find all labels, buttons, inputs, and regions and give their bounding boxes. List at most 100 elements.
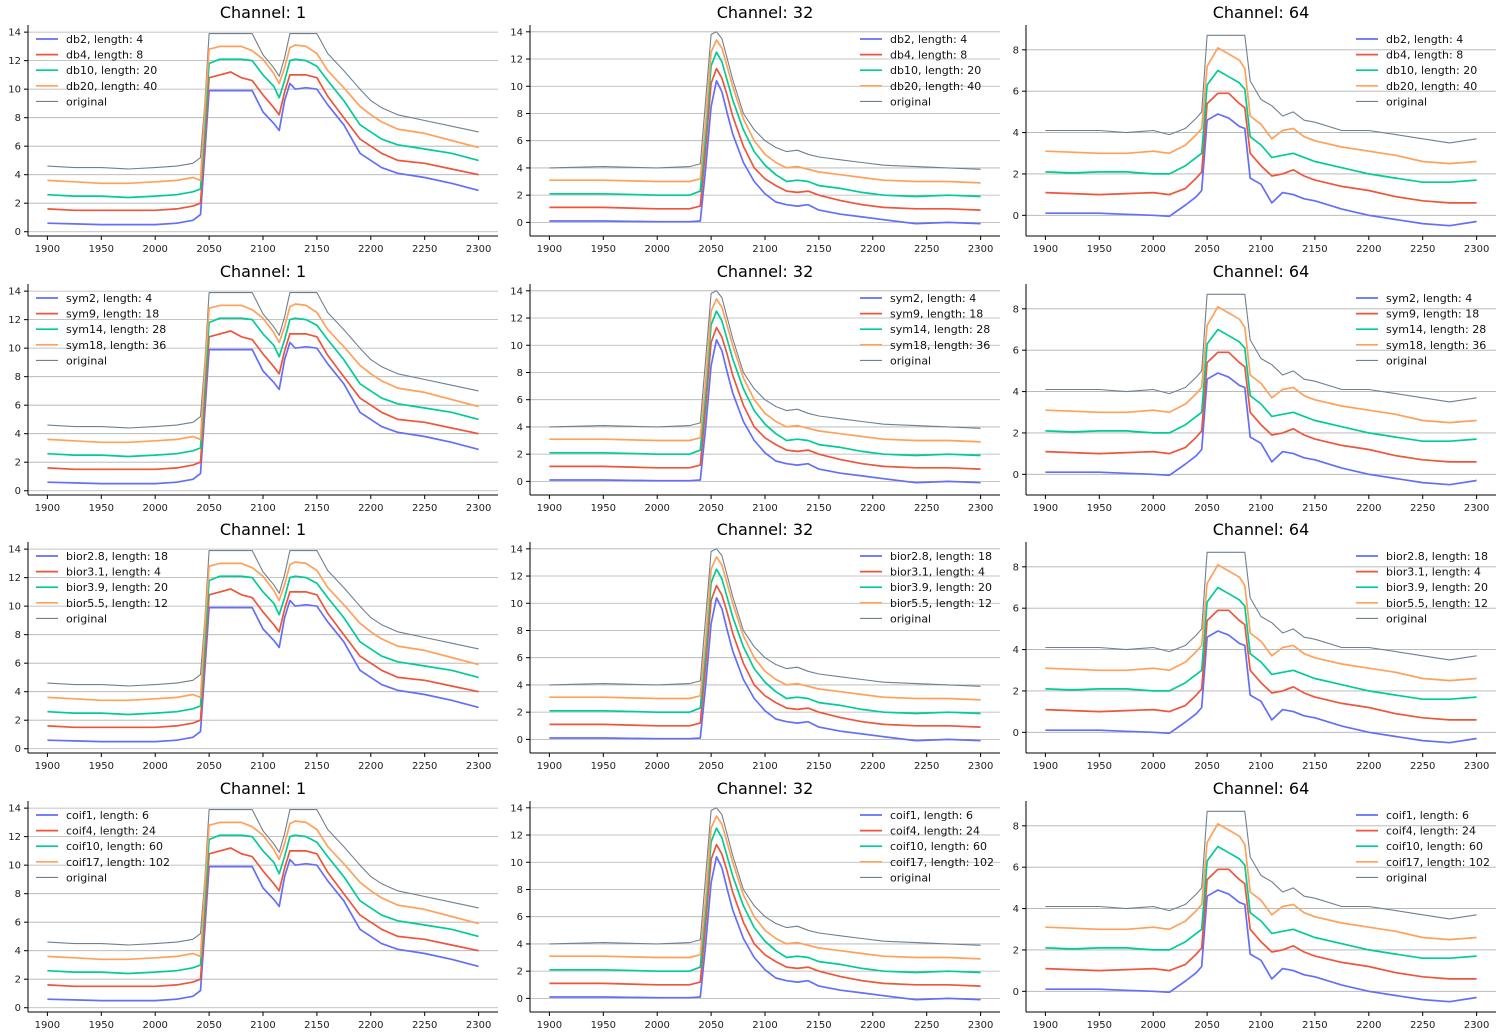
legend-label: sym14, length: 28 bbox=[1386, 323, 1486, 336]
x-tick-label: 2050 bbox=[698, 503, 723, 514]
x-tick-label: 2300 bbox=[466, 244, 491, 255]
x-tick-label: 2250 bbox=[412, 761, 437, 772]
x-tick-label: 2250 bbox=[1410, 761, 1435, 772]
x-tick-label: 1900 bbox=[35, 761, 60, 772]
chart-title: Channel: 1 bbox=[220, 3, 306, 22]
x-tick-label: 1950 bbox=[1087, 1020, 1112, 1031]
series-line-2 bbox=[1045, 351, 1477, 463]
chart-panel-7: Channel: 1 0 2 4 6 8 10 12 14 1900 1950 2000 2050 210… bbox=[8, 520, 498, 772]
x-tick-label: 2200 bbox=[1356, 1020, 1381, 1031]
series-line-3 bbox=[47, 317, 479, 458]
y-tick-label: 12 bbox=[8, 315, 21, 326]
x-tick-label: 2100 bbox=[752, 1020, 777, 1031]
chart-title: Channel: 32 bbox=[717, 3, 814, 22]
chart-title: Channel: 1 bbox=[220, 262, 306, 281]
series-line-1 bbox=[47, 599, 479, 743]
y-tick-label: 0 bbox=[1013, 987, 1019, 998]
x-tick-label: 1950 bbox=[89, 761, 114, 772]
legend-label: original bbox=[66, 612, 107, 625]
y-tick-label: 4 bbox=[15, 946, 21, 957]
legend-label: db20, length: 40 bbox=[1386, 80, 1477, 93]
y-tick-label: 0 bbox=[1013, 470, 1019, 481]
x-tick-label: 2150 bbox=[1302, 503, 1327, 514]
y-tick-label: 14 bbox=[8, 287, 21, 298]
chart-panel-9: Channel: 64 0 2 4 6 8 1900 1950 2000 2050 2100 2150… bbox=[1013, 520, 1496, 772]
y-tick-label: 8 bbox=[1013, 45, 1019, 56]
x-tick-label: 1900 bbox=[537, 503, 562, 514]
series-line-5 bbox=[549, 290, 981, 429]
series-line-3 bbox=[549, 51, 981, 198]
legend-label: original bbox=[66, 871, 107, 884]
x-tick-label: 2200 bbox=[860, 1020, 885, 1031]
y-tick-label: 6 bbox=[517, 395, 523, 406]
series-line-4 bbox=[549, 298, 981, 443]
legend-label: sym14, length: 28 bbox=[66, 323, 166, 336]
x-tick-label: 2200 bbox=[1356, 503, 1381, 514]
legend-label: original bbox=[66, 354, 107, 367]
series-line-1 bbox=[1045, 889, 1477, 1003]
series-line-1 bbox=[549, 79, 981, 225]
y-tick-label: 10 bbox=[510, 341, 523, 352]
x-tick-label: 2200 bbox=[1356, 244, 1381, 255]
y-tick-label: 4 bbox=[1013, 904, 1019, 915]
series-line-4 bbox=[47, 303, 479, 444]
chart-panel-3: Channel: 64 0 2 4 6 8 1900 1950 2000 2050 2100 2150… bbox=[1013, 3, 1496, 255]
x-tick-label: 2250 bbox=[1410, 244, 1435, 255]
legend-label: sym18, length: 36 bbox=[66, 339, 166, 352]
legend-label: coif10, length: 60 bbox=[66, 840, 163, 853]
x-tick-label: 2100 bbox=[752, 503, 777, 514]
y-tick-label: 8 bbox=[517, 109, 523, 120]
x-tick-label: 2150 bbox=[806, 503, 831, 514]
y-tick-label: 2 bbox=[15, 975, 21, 986]
x-tick-label: 2050 bbox=[1194, 503, 1219, 514]
x-tick-label: 2000 bbox=[1140, 503, 1165, 514]
y-tick-label: 12 bbox=[8, 573, 21, 584]
x-tick-label: 2000 bbox=[644, 1020, 669, 1031]
x-tick-label: 2250 bbox=[914, 503, 939, 514]
legend-label: bior5.5, length: 12 bbox=[66, 597, 168, 610]
y-tick-label: 10 bbox=[8, 602, 21, 613]
legend-label: bior3.1, length: 4 bbox=[66, 566, 161, 579]
series-line-4 bbox=[549, 39, 981, 184]
y-tick-label: 0 bbox=[15, 744, 21, 755]
x-tick-label: 1950 bbox=[89, 503, 114, 514]
y-tick-label: 12 bbox=[8, 832, 21, 843]
series-line-1 bbox=[1045, 630, 1477, 744]
y-tick-label: 10 bbox=[510, 858, 523, 869]
series-line-2 bbox=[47, 847, 479, 988]
chart-panel-1: Channel: 1 0 2 4 6 8 10 12 14 1900 1950 2000 2050 210… bbox=[8, 3, 498, 255]
x-tick-label: 2250 bbox=[914, 761, 939, 772]
chart-panel-8: Channel: 32 0 2 4 6 8 10 12 14 1900 1950 2000 2050 21… bbox=[510, 520, 1000, 772]
chart-title: Channel: 32 bbox=[717, 520, 814, 539]
x-tick-label: 1900 bbox=[537, 1020, 562, 1031]
y-tick-label: 4 bbox=[15, 687, 21, 698]
y-tick-label: 8 bbox=[15, 889, 21, 900]
y-tick-label: 6 bbox=[1013, 87, 1019, 98]
x-tick-label: 1950 bbox=[591, 761, 616, 772]
x-tick-label: 2150 bbox=[304, 244, 329, 255]
x-tick-label: 2100 bbox=[250, 244, 275, 255]
y-tick-label: 2 bbox=[1013, 686, 1019, 697]
legend-label: db10, length: 20 bbox=[890, 64, 981, 77]
y-tick-label: 8 bbox=[1013, 821, 1019, 832]
series-line-4 bbox=[47, 820, 479, 961]
series-line-3 bbox=[1045, 69, 1477, 184]
x-tick-label: 2050 bbox=[1194, 1020, 1219, 1031]
x-tick-label: 2300 bbox=[968, 761, 993, 772]
y-tick-label: 0 bbox=[517, 994, 523, 1005]
x-tick-label: 2100 bbox=[1248, 1020, 1273, 1031]
chart-title: Channel: 32 bbox=[717, 262, 814, 281]
series-line-3 bbox=[549, 568, 981, 715]
legend-label: original bbox=[1386, 871, 1427, 884]
x-tick-label: 2100 bbox=[752, 761, 777, 772]
series-line-1 bbox=[47, 858, 479, 1002]
series-line-1 bbox=[549, 338, 981, 484]
y-tick-label: 14 bbox=[510, 286, 523, 297]
y-tick-label: 6 bbox=[15, 142, 21, 153]
series-line-2 bbox=[549, 584, 981, 728]
x-tick-label: 2250 bbox=[914, 244, 939, 255]
x-tick-label: 2250 bbox=[412, 1020, 437, 1031]
y-tick-label: 4 bbox=[1013, 645, 1019, 656]
y-tick-label: 0 bbox=[15, 1003, 21, 1014]
chart-title: Channel: 32 bbox=[717, 779, 814, 798]
